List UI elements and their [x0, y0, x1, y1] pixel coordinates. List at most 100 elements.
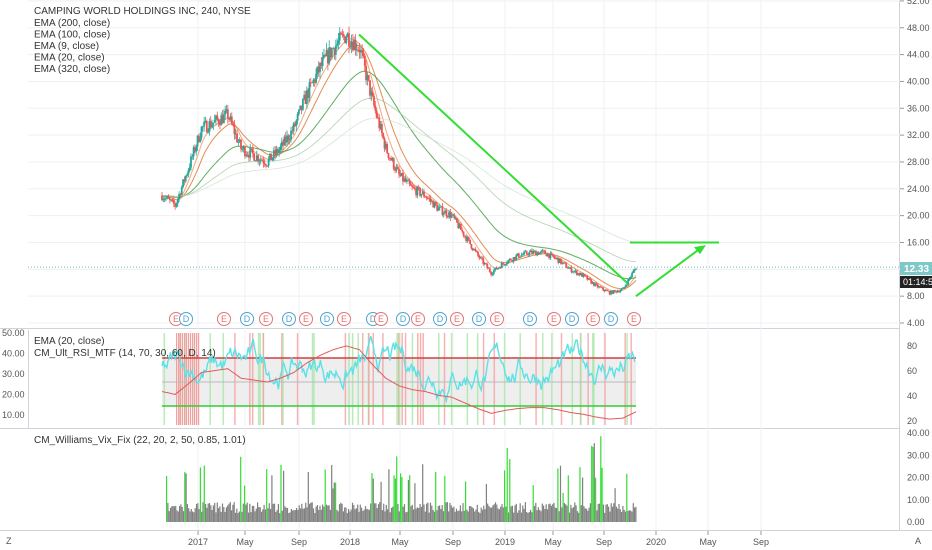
price-candle — [270, 153, 273, 161]
price-tick-label: 4.00 — [907, 318, 925, 328]
price-candle — [219, 123, 221, 126]
vix-bar — [608, 506, 610, 522]
time-tick-label: Sep — [445, 537, 461, 547]
vix-bar — [384, 511, 386, 522]
price-candle — [557, 258, 560, 263]
price-candle — [432, 200, 435, 208]
price-candle — [296, 113, 299, 121]
price-candle — [617, 291, 620, 293]
price-candle — [286, 135, 288, 143]
price-candle — [465, 236, 468, 242]
price-candle — [358, 49, 361, 53]
vix-bar — [197, 503, 199, 522]
vix-bar — [381, 510, 383, 522]
price-candle — [589, 278, 591, 280]
price-candle — [458, 224, 461, 229]
vix-bar — [353, 504, 355, 522]
vix-bar — [413, 509, 415, 522]
price-candle — [220, 115, 223, 126]
vix-bar — [249, 503, 251, 522]
event-marker-label: D — [324, 314, 331, 324]
vix-bar — [496, 504, 498, 522]
price-candle — [610, 290, 612, 295]
vix-bar — [192, 511, 194, 522]
price-candle — [348, 33, 350, 47]
event-marker-label: E — [590, 314, 596, 324]
rsi-signal-bar — [443, 333, 446, 425]
price-candle — [411, 185, 414, 187]
vix-bar — [597, 503, 599, 522]
vix-bar — [619, 509, 621, 522]
vix-bar — [624, 511, 627, 522]
countdown-label: 01:14:5 — [903, 277, 932, 287]
price-candle — [392, 158, 395, 169]
vix-bar — [363, 509, 365, 522]
price-candle — [470, 244, 473, 249]
rsi-axis[interactable]: 50.00 40.00 30.00 20.00 10.00 80 60 40 20 — [2, 328, 917, 426]
price-candle — [535, 250, 537, 256]
event-marker — [374, 312, 388, 326]
event-marker-label: D — [527, 314, 534, 324]
vix-bar — [350, 509, 352, 522]
vix-bar — [246, 502, 248, 522]
vix-bar — [387, 509, 389, 522]
rsi-signal-bar — [404, 333, 407, 425]
vix-bar — [414, 483, 416, 522]
price-candle — [444, 210, 446, 214]
vix-bar — [494, 502, 497, 522]
vix-bar — [267, 508, 269, 522]
vix-bar — [457, 511, 459, 522]
price-candle — [416, 186, 419, 196]
rsi-signal-bar — [560, 333, 563, 425]
event-marker — [259, 312, 273, 326]
price-candle — [232, 123, 234, 126]
vix-bar — [493, 504, 495, 522]
vix-bar — [526, 511, 528, 522]
vix-bar — [225, 507, 227, 522]
price-candle — [209, 121, 212, 128]
vix-bar — [491, 507, 493, 522]
price-candle — [287, 135, 290, 141]
vix-bar — [393, 475, 395, 522]
vix-bar — [463, 510, 465, 522]
price-candle — [315, 73, 317, 83]
vix-bar — [609, 511, 611, 522]
rsi-signal-bar — [196, 333, 198, 425]
vix-bar — [250, 512, 252, 522]
price-candle — [508, 258, 511, 261]
rsi-signal-bar — [450, 333, 453, 425]
price-candle — [533, 250, 536, 252]
vix-bar — [314, 512, 316, 522]
zoom-button[interactable]: Z — [6, 536, 12, 546]
price-candle — [478, 255, 481, 259]
price-candle — [383, 138, 386, 149]
vix-bar — [539, 509, 541, 522]
price-candle — [324, 54, 327, 57]
vix-bar — [354, 509, 356, 522]
vix-bar — [375, 503, 377, 522]
vix-bar — [584, 508, 586, 522]
price-candle — [482, 258, 485, 264]
vix-bar — [553, 502, 555, 522]
price-candle — [374, 105, 377, 111]
vix-bar — [614, 488, 616, 522]
vix-bar — [277, 504, 279, 522]
vix-bar — [402, 506, 404, 522]
price-candle — [415, 188, 418, 196]
price-candle — [248, 155, 250, 158]
event-marker — [490, 312, 504, 326]
price-candle — [290, 130, 292, 140]
rsi-signal-bar — [313, 333, 315, 425]
vix-bar — [411, 504, 413, 522]
vix-bar — [621, 512, 623, 522]
event-marker — [337, 312, 351, 326]
vix-axis[interactable]: 40.00 30.00 20.00 10.00 0.00 — [907, 428, 930, 527]
vix-bar — [201, 511, 203, 522]
price-candle — [371, 91, 374, 97]
auto-scale-button[interactable]: A — [915, 536, 921, 546]
rsi-signal-bar — [580, 333, 582, 425]
vix-bar — [497, 508, 499, 522]
rsi-signal-bar — [209, 333, 211, 425]
time-axis[interactable]: 2017 May Sep 2018 May Sep 2019 May Sep 2020 May Sep — [188, 531, 769, 547]
